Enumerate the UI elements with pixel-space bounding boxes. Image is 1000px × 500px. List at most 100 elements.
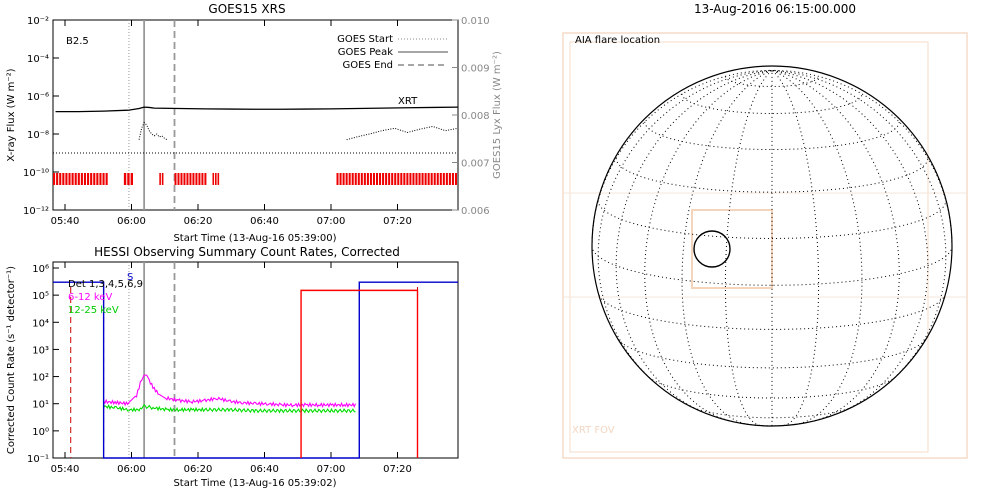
solar-latitude-line <box>598 295 946 330</box>
goes-coverage-segment <box>65 173 68 185</box>
goes-coverage-segment <box>192 173 195 185</box>
goes-coverage-segment <box>90 173 93 185</box>
hessi-y-tick-label: 10⁶ <box>32 264 49 275</box>
goes-coverage-segment <box>336 173 339 185</box>
goes-coverage-segment <box>62 173 65 185</box>
goes-coverage-segment <box>385 173 388 185</box>
goes-coverage-segment <box>198 173 201 185</box>
xrt-fov-box <box>569 41 929 453</box>
hessi-y-tick-label: 10² <box>32 373 49 384</box>
goes-coverage-segment <box>96 173 99 185</box>
goes-coverage-segment <box>189 173 192 185</box>
hessi-y-tick-label: 10¹ <box>32 400 49 411</box>
hessi-ch2-label: 12-25 keV <box>68 305 119 316</box>
hessi-y-tick-label: 10⁵ <box>32 291 49 302</box>
solar-longitude-line <box>597 69 773 384</box>
goes-coverage-segment <box>159 173 161 185</box>
goes-coverage-segment <box>442 173 445 185</box>
solar-latitude-line <box>597 200 947 239</box>
goes-y2-tick-label: 0.010 <box>461 16 490 27</box>
solar-map-title: 13-Aug-2016 06:15:00.000 <box>694 2 856 16</box>
goes-y-tick-label: 10⁻⁸ <box>27 130 49 141</box>
goes-coverage-segment <box>56 173 59 185</box>
goes-coverage-segment <box>439 173 442 185</box>
solar-longitude-line <box>771 69 953 247</box>
solar-longitude-line <box>591 69 773 247</box>
goes-coverage-segment <box>74 173 77 185</box>
hessi-series-line-2 <box>53 281 458 459</box>
goes-coverage-segment <box>369 173 372 185</box>
goes-coverage-segment <box>382 173 385 185</box>
solar-longitude-line <box>771 69 900 423</box>
goes-y-ticks: 10⁻² 10⁻⁴ 10⁻⁶ 10⁻⁸ 10⁻¹⁰ 10⁻¹² <box>23 16 59 217</box>
goes-coverage-segment <box>53 173 56 185</box>
solar-longitude-line <box>615 69 773 412</box>
goes-coverage-segment <box>363 173 366 185</box>
hessi-x-tick-label: 07:20 <box>383 464 412 475</box>
solar-latitude-line <box>681 93 863 115</box>
legend-goes-peak-label: GOES Peak <box>338 47 393 58</box>
goes-x-ticks: 05:40 06:00 06:20 06:40 07:00 07:20 <box>51 20 412 227</box>
goes-x-tick-label: 06:00 <box>117 216 146 227</box>
goes-coverage-segment <box>186 173 189 185</box>
goes-coverage-segment <box>379 173 382 185</box>
goes-coverage-segment <box>412 173 415 185</box>
xrt-fov-label: XRT FOV <box>572 425 615 436</box>
goes-coverage-segment <box>204 173 207 185</box>
solar-longitude-line <box>681 69 773 425</box>
goes-coverage-segment <box>83 173 87 185</box>
hessi-x-tick-label: 05:40 <box>51 464 80 475</box>
goes-class-label: B2.5 <box>66 36 89 47</box>
goes-series-line-0 <box>55 106 459 113</box>
solar-disk-grid <box>591 69 953 427</box>
goes-y-tick-label: 10⁻² <box>27 16 49 27</box>
hessi-y-tick-label: 10⁴ <box>32 318 49 329</box>
goes-coverage-segment <box>430 173 433 185</box>
aia-fov-box <box>691 209 773 289</box>
goes-coverage-segment <box>180 173 183 185</box>
goes-x-tick-label: 06:20 <box>184 216 213 227</box>
hessi-y-tick-label: 10⁻¹ <box>27 454 49 465</box>
hessi-x-tick-label: 06:00 <box>117 464 146 475</box>
hessi-saa-lines <box>70 286 418 458</box>
solar-latitude-line <box>615 158 929 193</box>
goes-y2-tick-label: 0.007 <box>461 159 490 170</box>
hessi-title: HESSI Observing Summary Count Rates, Cor… <box>94 245 400 259</box>
hessi-y-tick-label: 10⁰ <box>32 427 49 438</box>
hessi-y-tick-label: 10³ <box>32 345 49 356</box>
goes-coverage-segment <box>375 173 379 185</box>
solar-latitude-line <box>591 245 953 286</box>
goes-coverage-segment <box>68 173 71 185</box>
goes-legend: GOES Start GOES Peak GOES End <box>337 34 448 71</box>
goes-coverage-segment <box>409 173 412 185</box>
solar-longitude-line <box>644 69 773 423</box>
goes-series-line-1 <box>346 125 459 141</box>
goes-coverage-segment <box>391 173 394 185</box>
hessi-series-line-1 <box>103 404 356 414</box>
flare-location-circle <box>693 230 731 268</box>
hessi-detector-label: Det 1,3,4,5,6,9 <box>68 279 143 290</box>
goes-coverage-segment <box>87 173 90 185</box>
solar-longitude-line <box>771 69 929 412</box>
goes-coverage-bar <box>53 173 457 185</box>
goes-y-axis-label: X-ray Flux (W m⁻²) <box>6 68 17 161</box>
goes-coverage-segment <box>130 173 133 185</box>
goes-coverage-segment <box>366 173 369 185</box>
hessi-series-line-3 <box>300 289 419 458</box>
goes-coverage-segment <box>93 173 96 185</box>
hessi-plot-frame <box>52 261 459 459</box>
goes-coverage-segment <box>217 173 220 185</box>
goes-coverage-segment <box>348 173 351 185</box>
goes-coverage-segment <box>105 173 108 185</box>
aia-flare-location-label: AIA flare location <box>575 35 660 46</box>
goes-coverage-segment <box>80 173 83 185</box>
goes-coverage-segment <box>403 173 406 185</box>
goes-coverage-segment <box>421 173 424 185</box>
goes-y2-tick-label: 0.008 <box>461 111 490 122</box>
goes-coverage-segment <box>357 173 360 185</box>
hessi-x-ticks: 05:40 06:00 06:20 06:40 07:00 07:20 <box>51 262 412 475</box>
goes-coverage-segment <box>418 173 421 185</box>
solar-longitude-line <box>771 69 947 384</box>
goes-coverage-segment <box>360 173 363 185</box>
